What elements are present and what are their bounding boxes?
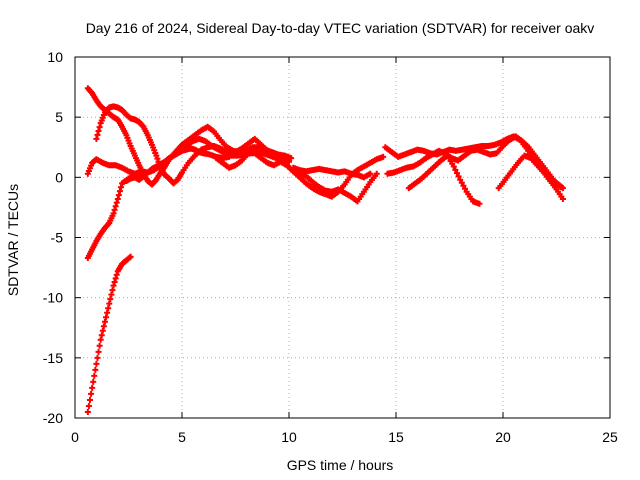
data-point xyxy=(88,390,95,397)
data-point xyxy=(90,378,97,385)
data-point xyxy=(452,166,459,173)
series-track-8 xyxy=(277,157,380,205)
data-point xyxy=(94,354,101,361)
data-point xyxy=(107,296,114,303)
axis-ticks xyxy=(74,56,611,419)
data-point xyxy=(453,170,460,177)
series-track-13 xyxy=(495,152,566,202)
y-tick-labels: -20 -15 -10 -5 0 5 10 xyxy=(43,49,63,426)
data-point xyxy=(85,402,92,409)
y-tick-label: -5 xyxy=(51,230,64,246)
data-point xyxy=(380,153,387,160)
data-point xyxy=(93,360,100,367)
data-point xyxy=(99,327,106,334)
x-tick-label: 15 xyxy=(388,429,404,445)
data-point xyxy=(89,384,96,391)
data-point xyxy=(115,192,122,199)
chart-title: Day 216 of 2024, Sidereal Day-to-day VTE… xyxy=(86,20,595,36)
data-point xyxy=(86,396,93,403)
data-point xyxy=(104,309,111,316)
x-tick-label: 25 xyxy=(602,429,618,445)
data-point xyxy=(110,210,117,217)
data-point xyxy=(96,342,103,349)
data-point xyxy=(114,195,121,202)
data-point xyxy=(288,155,295,162)
data-point xyxy=(367,170,374,177)
data-point xyxy=(96,124,103,131)
series-track-12 xyxy=(405,152,483,207)
y-tick-label: 5 xyxy=(55,109,63,125)
data-point xyxy=(103,314,110,321)
data-point xyxy=(116,188,123,195)
data-point xyxy=(112,203,119,210)
data-point xyxy=(113,199,120,206)
x-tick-labels: 0 5 10 15 20 25 xyxy=(71,429,618,445)
data-points xyxy=(84,85,566,415)
data-point xyxy=(110,282,117,289)
data-point xyxy=(112,275,119,282)
y-tick-label: -10 xyxy=(43,290,63,306)
data-point xyxy=(98,332,105,339)
x-tick-label: 0 xyxy=(71,429,79,445)
data-point xyxy=(105,305,112,312)
x-tick-label: 10 xyxy=(281,429,297,445)
data-point xyxy=(97,336,104,343)
data-point xyxy=(476,200,483,207)
y-tick-label: 0 xyxy=(55,169,63,185)
data-point xyxy=(458,179,465,186)
grid-lines xyxy=(75,57,610,418)
data-point xyxy=(127,253,134,260)
data-point xyxy=(95,348,102,355)
data-point xyxy=(108,291,115,298)
y-tick-label: 10 xyxy=(47,49,63,65)
data-point xyxy=(153,152,160,159)
series-track-6 xyxy=(123,135,271,184)
data-point xyxy=(93,135,100,142)
data-point xyxy=(462,185,469,192)
series-track-11 xyxy=(384,133,564,190)
x-tick-label: 20 xyxy=(495,429,511,445)
data-point xyxy=(84,408,91,415)
data-point xyxy=(450,163,457,170)
data-point xyxy=(100,323,107,330)
data-point xyxy=(460,182,467,189)
data-point xyxy=(95,128,102,135)
data-point xyxy=(94,131,101,138)
data-point xyxy=(455,173,462,180)
y-tick-label: -15 xyxy=(43,350,63,366)
data-point xyxy=(373,170,380,177)
x-tick-label: 5 xyxy=(178,429,186,445)
data-point xyxy=(118,184,125,191)
data-point xyxy=(457,176,464,183)
data-point xyxy=(109,287,116,294)
x-axis-label: GPS time / hours xyxy=(287,457,394,473)
data-point xyxy=(154,155,161,162)
data-point xyxy=(92,366,99,373)
y-tick-label: -20 xyxy=(43,410,63,426)
data-point xyxy=(91,372,98,379)
data-point xyxy=(111,279,118,286)
data-point xyxy=(264,147,271,154)
data-point xyxy=(113,271,120,278)
y-axis-label: SDTVAR / TECUs xyxy=(5,184,21,296)
data-point xyxy=(559,195,566,202)
series-track-1 xyxy=(84,253,134,415)
data-point xyxy=(111,206,118,213)
data-point xyxy=(557,183,564,190)
series-track-9 xyxy=(290,164,374,181)
data-point xyxy=(106,300,113,307)
data-point xyxy=(101,318,108,325)
